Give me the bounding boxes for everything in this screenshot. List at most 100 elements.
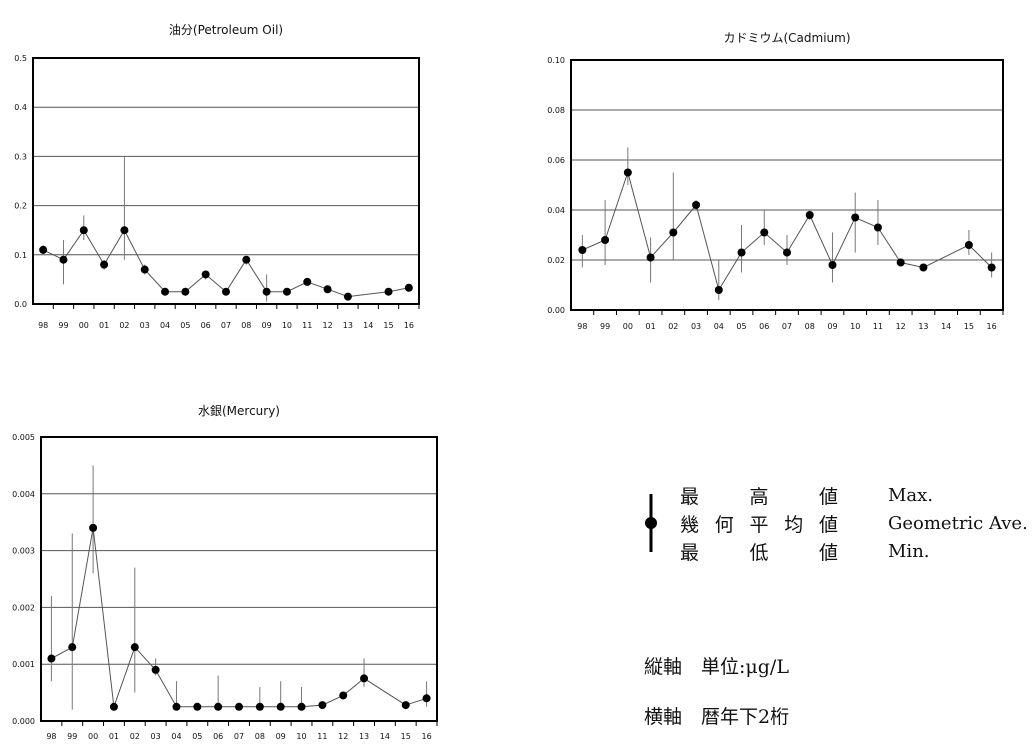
y-tick-label: 0.4 (14, 103, 27, 112)
chart-title: 油分(Petroleum Oil) (169, 23, 283, 37)
mean-point (172, 702, 181, 711)
mean-point (318, 701, 327, 710)
legend-char: 値 (818, 541, 838, 564)
x-tick-label: 15 (964, 322, 974, 331)
legend-en-max: Max. (888, 484, 934, 506)
x-tick-label: 10 (850, 322, 860, 331)
x-tick-label: 16 (404, 321, 414, 330)
x-tick-label: 98 (577, 322, 587, 331)
mean-point (422, 694, 431, 703)
x-tick-label: 13 (359, 732, 369, 741)
mean-point (783, 248, 791, 257)
mean-point (623, 168, 632, 177)
x-tick-label: 04 (171, 732, 181, 741)
x-tick-label: 08 (805, 322, 815, 331)
x-tick-label: 01 (645, 322, 655, 331)
chart-petroleum-oil: 油分(Petroleum Oil) 0.0 0.1 0.2 0.3 0.4 0.5 98 99 0… (14, 23, 420, 330)
legend: 最 高 値 Max. 幾 何 平 均 値 Geometric Ave. 最 低 … (610, 478, 1035, 588)
x-tick-label: 12 (338, 732, 348, 741)
mean-point (276, 702, 285, 711)
mean-point (919, 263, 928, 272)
x-tick-label: 15 (401, 732, 411, 741)
mean-point (109, 702, 118, 711)
mean-point (737, 248, 746, 257)
x-tick-label: 15 (383, 321, 393, 330)
mean-point (360, 674, 369, 683)
y-tick-label: 0.08 (547, 106, 565, 115)
x-tick-label: 01 (109, 732, 119, 741)
chart-mercury: 水銀(Mercury) 0.000 0.001 0.002 0.003 0.004 0.00… (12, 404, 438, 741)
x-tick-label: 00 (623, 322, 633, 331)
y-tick-label: 0.00 (547, 306, 565, 315)
chart-title: 水銀(Mercury) (198, 404, 280, 418)
legend-jp-min: 最 低 値 (680, 538, 838, 565)
mean-point (384, 287, 393, 296)
x-tick-label: 09 (262, 321, 272, 330)
mean-point (714, 286, 723, 294)
y-tick-label: 0.04 (547, 206, 565, 215)
y-tick-label: 0.000 (12, 717, 35, 726)
plot-frame (570, 59, 1004, 311)
x-tick-label: 98 (38, 321, 48, 330)
mean-point (140, 265, 149, 274)
x-tick-label: 05 (180, 321, 190, 330)
legend-char: 値 (818, 485, 838, 508)
plot-frame (40, 436, 438, 722)
axis-note: 横軸 暦年下2桁 (644, 706, 790, 728)
legend-char: 最 (680, 485, 700, 508)
x-tick-label: 14 (941, 322, 951, 331)
mean-point (805, 211, 814, 219)
x-tick-label: 02 (668, 322, 678, 331)
mean-point (151, 665, 160, 674)
x-tick-label: 13 (918, 322, 928, 331)
legend-jp-max: 最 高 値 (680, 482, 838, 509)
mean-point (669, 228, 678, 237)
mean-point (222, 287, 230, 296)
x-tick-label: 11 (317, 732, 327, 741)
x-tick-label: 05 (736, 322, 746, 331)
legend-jp-geomean: 幾 何 平 均 値 (680, 510, 838, 537)
y-tick-label: 0.002 (12, 603, 35, 612)
mean-point (828, 261, 837, 269)
x-tick-label: 00 (79, 321, 89, 330)
x-tick-label: 03 (151, 732, 161, 741)
mean-point (130, 643, 139, 652)
mean-point (323, 285, 332, 294)
x-tick-label: 03 (140, 321, 150, 330)
x-tick-label: 06 (759, 322, 769, 331)
mean-point (242, 255, 251, 264)
mean-point (578, 246, 587, 254)
y-tick-label: 0.10 (547, 56, 565, 65)
mean-point (262, 287, 271, 296)
x-tick-label: 13 (343, 321, 353, 330)
x-tick-label: 12 (896, 322, 906, 331)
unit-note: 縦軸 単位:μg/L (644, 656, 789, 678)
x-tick-label: 03 (691, 322, 701, 331)
mean-point (193, 702, 202, 711)
x-tick-label: 08 (241, 321, 251, 330)
mean-point (646, 253, 655, 262)
y-tick-label: 0.5 (14, 54, 27, 63)
x-tick-label: 05 (192, 732, 202, 741)
x-tick-label: 01 (99, 321, 109, 330)
x-tick-label: 99 (600, 322, 610, 331)
mean-point (964, 241, 973, 249)
x-tick-label: 10 (282, 321, 292, 330)
x-tick-label: 06 (213, 732, 223, 741)
mean-point (339, 691, 348, 700)
x-tick-label: 11 (302, 321, 312, 330)
y-tick-label: 0.001 (12, 660, 35, 669)
legend-char: 最 (680, 541, 700, 564)
x-tick-label: 04 (714, 322, 724, 331)
mean-point (282, 287, 291, 296)
legend-char: 値 (818, 513, 838, 536)
y-tick-label: 0.02 (547, 256, 565, 265)
x-tick-label: 09 (276, 732, 286, 741)
legend-row-min: 最 低 値 Min. (680, 538, 930, 565)
mean-line (42, 229, 409, 298)
mean-point (39, 245, 48, 254)
x-tick-label: 12 (322, 321, 332, 330)
x-tick-label: 16 (421, 732, 431, 741)
x-tick-label: 99 (67, 732, 77, 741)
x-tick-label: 07 (234, 732, 244, 741)
